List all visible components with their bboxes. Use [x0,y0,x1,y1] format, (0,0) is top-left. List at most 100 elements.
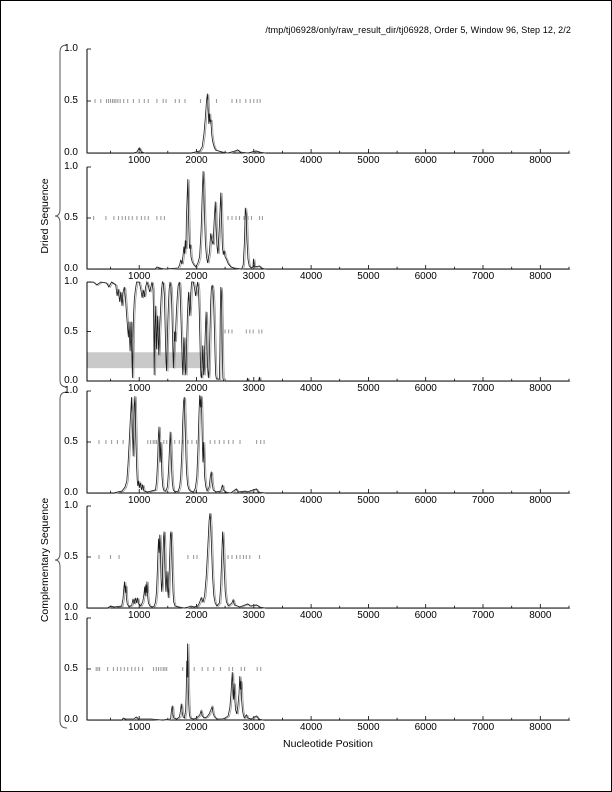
signal-curve [87,93,569,154]
y-tick-label: 0.0 [64,602,78,613]
signal-curve-shadow [88,281,571,382]
x-tick-label: 8000 [529,383,552,394]
y-tick-label: 0.5 [64,663,78,674]
y-tick-label: 1.0 [64,500,78,511]
x-tick-label: 2000 [185,155,208,166]
x-tick-label: 4000 [299,610,323,621]
x-tick-label: 1000 [128,610,151,621]
panel-plot-complementary-3 [86,617,571,721]
x-tick-label: 8000 [529,722,552,733]
group-label-dried-sequence: Dried Sequence [39,178,51,254]
x-tick-label: 1000 [128,271,151,282]
signal-curve [87,171,569,270]
panel-plot-complementary-1 [86,390,571,494]
x-tick-label: 6000 [414,383,437,394]
axis-ticks [87,617,570,720]
x-tick-label: 8000 [529,271,552,282]
x-axis-complementary-1: 1000 2000 3000 4000 5000 6000 7000 8000 [81,495,581,508]
group-braces [54,44,68,729]
panel-plot-dried-2 [86,166,571,270]
x-tick-label: 4000 [299,722,323,733]
x-tick-label: 4000 [299,495,323,506]
curly-brace-complementary-icon [54,391,68,729]
x-tick-label: 2000 [185,383,208,394]
y-tick-label: 0.5 [64,212,78,223]
x-axis-dried-2: 1000 2000 3000 4000 5000 6000 7000 8000 [81,271,581,284]
x-tick-label: 5000 [357,383,380,394]
y-tick-label: 0.0 [64,714,78,725]
y-tick-label: 0.0 [64,375,78,386]
x-tick-label: 8000 [529,610,552,621]
x-tick-label: 4000 [299,155,323,166]
x-tick-label: 3000 [242,610,265,621]
axis-spines [86,49,570,154]
signal-curve-shadow [88,643,571,721]
signal-curve-shadow [88,171,571,270]
x-tick-label: 5000 [357,495,380,506]
highlight-band [87,352,208,369]
x-tick-label: 2000 [185,722,208,733]
axis-ticks [87,166,570,269]
x-axis-title: Nucleotide Position [283,738,373,750]
curly-brace-dried-icon [54,44,68,388]
y-tick-label: 1.0 [64,385,78,396]
x-tick-label: 5000 [357,155,380,166]
subplot-complementary-1: 1.0 0.5 0.0 1000 2000 3000 4000 5000 6000 7000 80… [64,385,593,509]
axis-spines [86,167,570,270]
y-tick-label: 0.5 [64,551,78,562]
subplot-complementary-2: 1.0 0.5 0.0 1000 2000 3000 4000 5000 6000 7000 80… [64,500,593,624]
x-tick-label: 3000 [242,271,265,282]
group-label-complementary-sequence: Complementary Sequence [39,497,51,623]
x-tick-label: 3000 [242,722,265,733]
x-tick-label: 7000 [471,495,495,506]
subplot-dried-2: 1.0 0.5 0.0 1000 2000 3000 4000 5000 6000 7000 80… [64,161,593,285]
axis-spines [86,618,570,721]
signal-curve-shadow [88,395,571,494]
y-tick-label: 0.5 [64,436,78,447]
x-tick-label: 1000 [128,383,151,394]
x-tick-label: 6000 [414,722,437,733]
x-tick-label: 4000 [299,271,323,282]
x-tick-label: 2000 [185,271,208,282]
y-tick-label: 0.0 [64,147,78,158]
x-tick-label: 3000 [242,495,265,506]
x-tick-label: 4000 [299,383,323,394]
y-tick-label: 1.0 [64,161,78,172]
x-tick-label: 7000 [471,610,495,621]
x-axis-dried-1: 1000 2000 3000 4000 5000 6000 7000 8000 [81,155,581,168]
x-tick-label: 7000 [471,271,495,282]
x-tick-label: 3000 [242,155,265,166]
x-tick-label: 3000 [242,383,265,394]
half-level-markers [95,667,262,671]
signal-curve [87,513,569,609]
panel-plot-dried-3 [86,280,571,382]
y-tick-label: 1.0 [64,43,78,54]
y-tick-label: 1.0 [64,276,78,287]
half-level-markers [98,555,261,559]
half-level-markers [93,216,263,220]
subplot-complementary-3: 1.0 0.5 0.0 1000 2000 3000 4000 5000 6000 7000 80… [64,612,593,736]
x-tick-label: 2000 [185,610,208,621]
signal-curve [87,643,569,721]
y-tick-label: 0.0 [64,263,78,274]
x-tick-label: 5000 [357,271,380,282]
x-tick-label: 7000 [471,722,495,733]
x-tick-label: 2000 [185,495,208,506]
x-axis-complementary-2: 1000 2000 3000 4000 5000 6000 7000 8000 [81,610,581,623]
x-axis-complementary-3: 1000 2000 3000 4000 5000 6000 7000 8000 [81,722,581,735]
x-tick-label: 8000 [529,155,552,166]
panel-plot-complementary-2 [86,505,571,609]
half-level-markers [224,329,263,334]
x-tick-label: 1000 [128,722,151,733]
x-tick-label: 7000 [471,155,495,166]
x-tick-label: 6000 [414,610,437,621]
y-tick-label: 0.0 [64,487,78,498]
x-tick-label: 6000 [414,155,437,166]
x-tick-label: 7000 [471,383,495,394]
half-level-markers [94,99,261,103]
x-tick-label: 6000 [414,271,437,282]
x-tick-label: 8000 [529,495,552,506]
x-tick-label: 1000 [128,495,151,506]
panel-plot-dried-1 [86,48,571,154]
